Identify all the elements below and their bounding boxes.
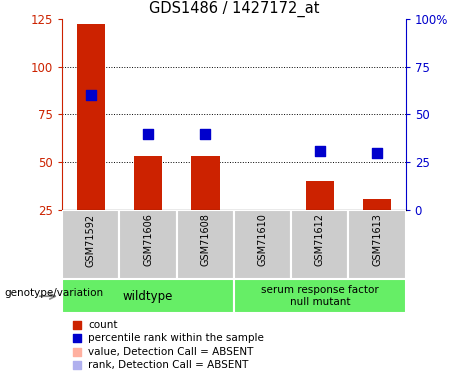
Text: GSM71592: GSM71592 — [86, 213, 96, 267]
Bar — [177, 210, 234, 279]
Text: count: count — [88, 320, 118, 330]
Point — [73, 322, 81, 328]
Bar — [77, 24, 105, 210]
Text: percentile rank within the sample: percentile rank within the sample — [88, 333, 264, 344]
Point — [87, 92, 95, 98]
Bar — [306, 182, 334, 210]
Title: GDS1486 / 1427172_at: GDS1486 / 1427172_at — [149, 1, 319, 17]
Text: GSM71612: GSM71612 — [315, 213, 325, 267]
Bar — [234, 210, 291, 279]
Point — [73, 335, 81, 341]
Point — [73, 362, 81, 368]
Bar — [119, 210, 177, 279]
Point — [316, 148, 324, 154]
Bar — [62, 210, 119, 279]
Point — [201, 130, 209, 136]
Text: value, Detection Call = ABSENT: value, Detection Call = ABSENT — [88, 346, 254, 357]
Text: GSM71608: GSM71608 — [201, 213, 210, 266]
Bar — [191, 156, 219, 210]
Bar — [62, 279, 234, 313]
Text: GSM71613: GSM71613 — [372, 213, 382, 266]
Text: genotype/variation: genotype/variation — [5, 288, 104, 297]
Bar — [349, 210, 406, 279]
Bar — [134, 156, 162, 210]
Point — [373, 150, 381, 156]
Bar — [291, 210, 349, 279]
Bar — [363, 198, 391, 210]
Point — [73, 349, 81, 355]
Text: serum response factor
null mutant: serum response factor null mutant — [261, 285, 378, 307]
Text: wildtype: wildtype — [123, 290, 173, 303]
Point — [144, 130, 152, 136]
Text: GSM71606: GSM71606 — [143, 213, 153, 266]
Text: GSM71610: GSM71610 — [258, 213, 267, 266]
Text: rank, Detection Call = ABSENT: rank, Detection Call = ABSENT — [88, 360, 248, 370]
Bar — [234, 279, 406, 313]
